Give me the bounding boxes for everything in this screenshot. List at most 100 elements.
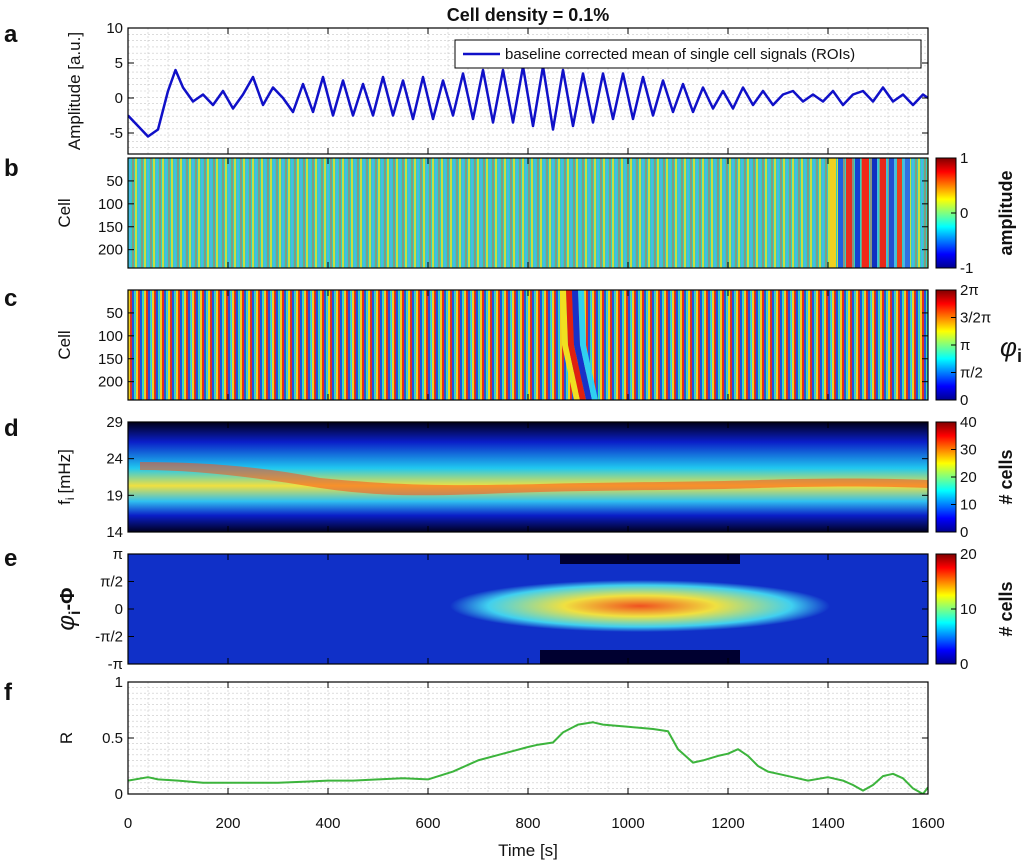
x-tick-label: 0 (124, 815, 132, 832)
x-tick-label: 1000 (611, 815, 644, 832)
panel-f-y-ticks: 00.51 (102, 674, 928, 803)
panel-a-legend-box (454, 39, 922, 69)
panel-d-y-ticks: 14 19 24 29 (106, 414, 928, 541)
y-tick-label: 19 (106, 487, 123, 504)
colorbar-tick-label: 3/2π (960, 310, 991, 327)
y-tick-label: 5 (115, 55, 123, 72)
panel-e-density-blob (450, 580, 830, 632)
panel-e-colorbar-ticks: 0 10 20 (951, 546, 977, 673)
colorbar-tick-label: 30 (960, 442, 977, 459)
y-tick-label: 200 (98, 242, 123, 259)
panel-c-wavefront (560, 290, 598, 400)
panel-f: 00.51 R (57, 674, 929, 803)
y-tick-label: 0.5 (102, 730, 123, 747)
x-axis-label: Time [s] (498, 841, 558, 860)
x-tick-label: 1600 (911, 815, 944, 832)
colorbar-tick-label: 10 (960, 601, 977, 618)
y-tick-label: 150 (98, 351, 123, 368)
colorbar-tick-label: 2π (960, 282, 979, 299)
panel-d-ylabel-sub: i (63, 497, 77, 500)
y-tick-label: 1 (115, 674, 123, 691)
x-tick-label: 400 (315, 815, 340, 832)
panel-d-ylabel: fi [mHz] (55, 449, 77, 505)
panel-letter-a: a (4, 21, 18, 48)
panel-letter-e: e (4, 545, 17, 572)
colorbar-tick-label: 0 (960, 392, 968, 409)
colorbar-tick-label: π/2 (960, 365, 983, 382)
panel-c-heatmap (128, 290, 928, 400)
y-tick-label: 50 (106, 173, 123, 190)
panel-a-legend: baseline corrected mean of single cell s… (454, 39, 922, 69)
panel-f-grid (128, 682, 928, 794)
panel-letter-b: b (4, 155, 19, 182)
panel-letter-d: d (4, 415, 19, 442)
panel-a-series-line (128, 65, 928, 138)
panel-c-ylabel: Cell (55, 330, 74, 359)
figure-title: Cell density = 0.1% (447, 5, 610, 25)
y-tick-label: 0 (115, 90, 123, 107)
y-tick-label: 150 (98, 219, 123, 236)
panel-c-colorbar-ticks: 0 π/2 π 3/2π 2π (951, 282, 991, 409)
y-tick-label: π (113, 546, 123, 563)
panel-d-density-ridge (140, 462, 928, 496)
x-axis-tick-labels: 0 200 400 600 800 1000 1200 1400 1600 (124, 815, 945, 832)
panel-b-wavefront (830, 158, 910, 268)
panel-b-colorbar-ticks: -1 0 1 (951, 150, 973, 277)
panel-e-ylabel-main: φ (53, 615, 80, 631)
panel-d-colorbar-label: # cells (996, 449, 1016, 504)
y-tick-label: 0 (115, 786, 123, 803)
panel-a: -5 0 5 10 Amplitude [a.u.] baseline correct… (65, 20, 929, 155)
x-axis-ticks (127, 28, 929, 794)
x-tick-label: 600 (415, 815, 440, 832)
y-tick-label: 100 (98, 328, 123, 345)
panel-letter-c: c (4, 285, 17, 312)
y-tick-label: 24 (106, 451, 123, 468)
y-tick-label: 50 (106, 305, 123, 322)
panel-c: 50 100 150 200 Cell 0 π/2 π 3/2π 2π φi (55, 282, 1022, 409)
panel-letter-f: f (4, 679, 13, 706)
panel-b-ylabel: Cell (55, 198, 74, 227)
panel-d-colorbar-ticks: 0 10 20 30 40 (951, 414, 977, 541)
y-tick-label: -5 (110, 125, 123, 142)
panel-c-colorbar-label-main: φ (1000, 332, 1017, 362)
colorbar-tick-label: 0 (960, 205, 968, 222)
panel-b-colorbar-label: amplitude (996, 170, 1016, 255)
panel-e-ylabel-tail: -Φ (57, 587, 79, 610)
colorbar-tick-label: -1 (960, 260, 973, 277)
colorbar-tick-label: 0 (960, 524, 968, 541)
panel-c-y-ticks: 50 100 150 200 (98, 305, 928, 391)
panel-b: 50 100 150 200 Cell -1 0 1 amplitude (55, 150, 1016, 277)
panel-f-series-line (128, 721, 928, 794)
y-tick-label: 10 (106, 20, 123, 37)
x-tick-label: 200 (215, 815, 240, 832)
x-tick-label: 1400 (811, 815, 844, 832)
colorbar-tick-label: 20 (960, 469, 977, 486)
panel-c-colorbar-label: φi (1000, 332, 1022, 366)
panel-f-ylabel: R (57, 732, 76, 744)
y-tick-label: 29 (106, 414, 123, 431)
panel-e-ylabel-sub: i (67, 610, 84, 614)
y-tick-label: 0 (115, 601, 123, 618)
panel-c-colorbar-label-sub: i (1017, 346, 1022, 366)
colorbar-tick-label: π (960, 337, 970, 354)
panel-e-dark-top (560, 554, 740, 564)
colorbar-tick-label: 0 (960, 656, 968, 673)
colorbar-tick-label: 40 (960, 414, 977, 431)
panel-e-ylabel: φi-Φ (53, 587, 84, 630)
panel-e: -π -π/2 0 π/2 π φi-Φ 0 10 20 # cells (53, 546, 1016, 673)
y-tick-label: 100 (98, 196, 123, 213)
panel-b-heatmap (128, 158, 928, 268)
colorbar-tick-label: 20 (960, 546, 977, 563)
panel-e-colorbar-label: # cells (996, 581, 1016, 636)
panel-e-y-ticks: -π -π/2 0 π/2 π (95, 546, 928, 673)
y-tick-label: 200 (98, 374, 123, 391)
y-tick-label: -π/2 (95, 629, 123, 646)
colorbar-tick-label: 1 (960, 150, 968, 167)
x-tick-label: 800 (515, 815, 540, 832)
panel-e-dark-bottom (540, 650, 740, 664)
panel-d: 14 19 24 29 fi [mHz] 0 10 20 30 40 # cells (55, 414, 1016, 541)
panel-a-legend-label: baseline corrected mean of single cell s… (505, 46, 855, 63)
panel-b-y-ticks: 50 100 150 200 (98, 173, 928, 259)
y-tick-label: π/2 (100, 574, 123, 591)
